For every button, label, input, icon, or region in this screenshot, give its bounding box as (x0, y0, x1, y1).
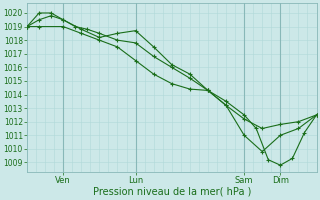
X-axis label: Pression niveau de la mer( hPa ): Pression niveau de la mer( hPa ) (92, 187, 251, 197)
